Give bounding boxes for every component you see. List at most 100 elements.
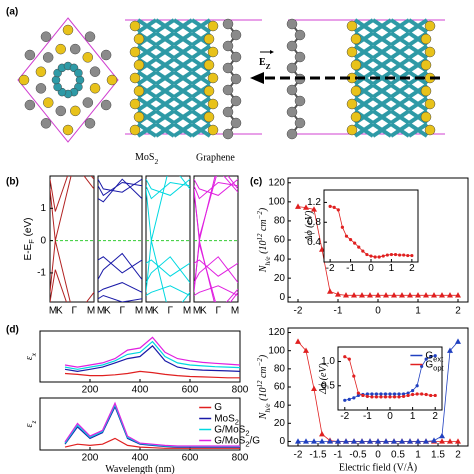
atom — [70, 105, 81, 117]
bond — [371, 18, 393, 34]
band-line — [194, 176, 238, 238]
structure-label-part: 2 — [154, 157, 158, 166]
y-tick-label: 20 — [274, 418, 286, 429]
structure-label: MoS2 — [135, 152, 158, 166]
bond — [172, 122, 194, 138]
band-line — [194, 178, 238, 196]
x-tick-label: 0 — [375, 450, 381, 461]
y-axis-label-part: ) — [258, 354, 269, 359]
y-axis-label-part: z — [29, 420, 38, 424]
marker — [439, 432, 445, 439]
marker — [429, 393, 433, 398]
band-line — [50, 176, 94, 241]
y-axis-label-part: −2 — [256, 358, 264, 367]
bond — [172, 70, 194, 86]
band-line — [98, 294, 142, 302]
x-tick-label: M — [231, 306, 239, 317]
atom — [424, 124, 436, 136]
y-axis-label: Δϕ (eV) — [304, 210, 315, 242]
bond — [407, 96, 429, 112]
marker — [365, 252, 369, 257]
atom — [346, 46, 358, 58]
bond — [353, 44, 375, 60]
x-tick-label: 400 — [132, 385, 149, 396]
y-axis-label-part: 12 — [256, 380, 264, 388]
marker — [343, 438, 349, 444]
bond — [190, 44, 212, 60]
band-line — [146, 178, 190, 196]
atom — [346, 20, 358, 32]
atom — [420, 59, 432, 71]
structure-panel — [17, 17, 445, 143]
atom — [106, 74, 118, 86]
x-tick-label: 2 — [455, 306, 461, 317]
marker — [361, 393, 365, 398]
x-tick-label: 2 — [432, 411, 438, 422]
marker — [343, 398, 347, 402]
marker — [377, 255, 381, 259]
bond — [389, 122, 411, 138]
plot-frame — [145, 175, 191, 303]
atom — [424, 98, 436, 110]
y-axis-label-part: (eV) — [23, 218, 34, 240]
atom — [207, 72, 219, 84]
atom — [420, 33, 432, 45]
marker — [399, 438, 405, 444]
marker — [359, 438, 365, 444]
marker — [374, 395, 379, 399]
marker — [388, 395, 392, 399]
series-line — [64, 340, 240, 370]
atom — [74, 68, 83, 78]
x-tick-label: Γ — [71, 306, 77, 317]
atom — [286, 128, 298, 140]
atom — [24, 49, 36, 61]
y-axis-label: εz — [24, 420, 38, 427]
legend-label-part: G — [425, 350, 433, 361]
atom — [40, 31, 52, 42]
bond — [190, 18, 212, 34]
series-line — [64, 345, 240, 373]
marker — [383, 438, 389, 444]
marker — [343, 355, 347, 359]
marker — [379, 395, 383, 399]
atom — [424, 46, 436, 58]
y-axis-label-part: cm — [258, 219, 269, 233]
atom — [346, 124, 358, 136]
legend-label: MoS2 — [214, 413, 239, 427]
y-axis-label-part: (10 — [258, 241, 269, 257]
panel-label: (c) — [250, 177, 262, 188]
marker — [431, 292, 437, 298]
marker — [357, 245, 361, 249]
legend-label-part: MoS — [214, 413, 235, 424]
atom — [222, 40, 234, 52]
band-line — [98, 181, 142, 197]
y-tick-label: 0 — [279, 292, 285, 303]
bond — [371, 44, 393, 60]
bond — [371, 70, 393, 86]
y-tick-label: 100 — [268, 196, 285, 207]
x-tick-label: M — [97, 306, 105, 317]
x-tick-label: 800 — [232, 385, 249, 396]
y-axis-label-part: ε — [24, 356, 35, 360]
atom — [129, 98, 141, 110]
atom — [424, 20, 436, 32]
marker — [411, 389, 415, 393]
x-tick-label: M — [49, 306, 57, 317]
marker — [328, 204, 332, 208]
marker — [447, 347, 453, 353]
marker — [392, 395, 397, 399]
y-tick-label: 1 — [40, 203, 46, 214]
y-axis-label-part: N — [258, 411, 269, 420]
marker — [353, 241, 357, 245]
band-line — [146, 240, 190, 302]
marker — [336, 208, 340, 212]
y-tick-label: 1.0 — [321, 356, 335, 367]
atom — [89, 66, 101, 77]
marker — [347, 357, 351, 361]
marker — [344, 234, 349, 238]
marker — [335, 291, 341, 297]
marker — [383, 395, 388, 399]
field-arrowhead — [250, 72, 264, 84]
series-line — [64, 437, 240, 449]
